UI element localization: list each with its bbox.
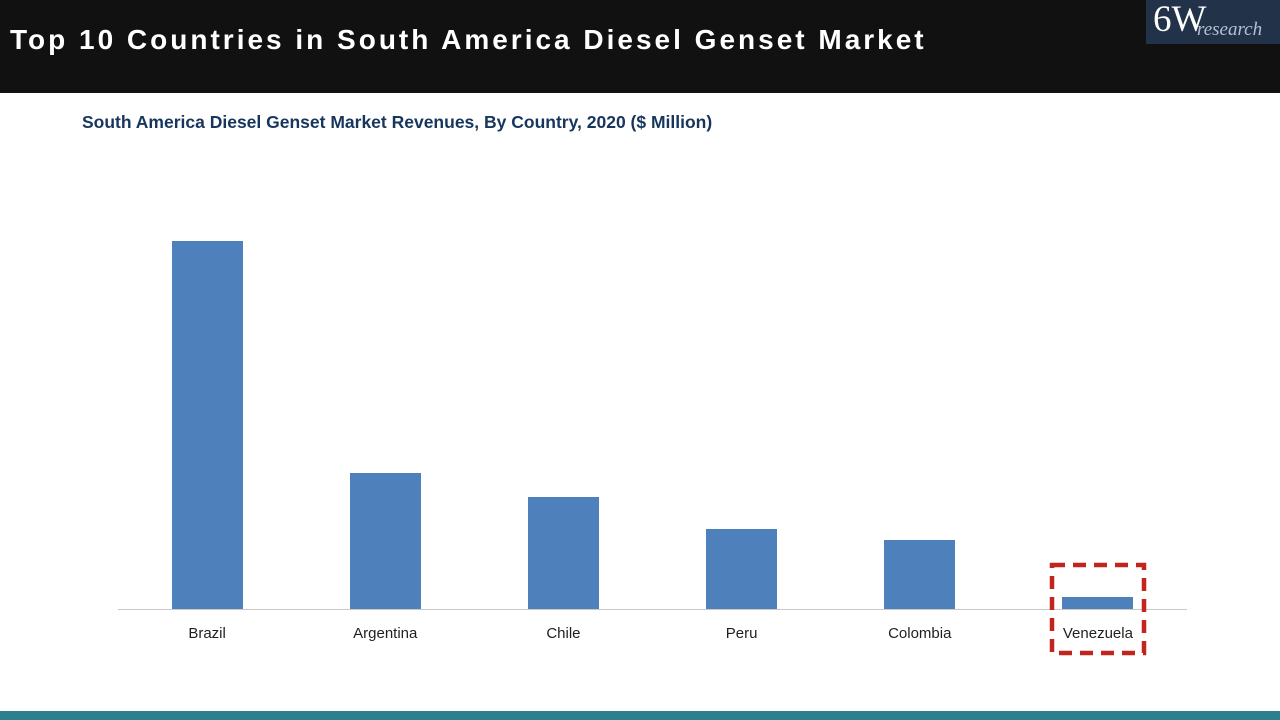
logo-6w-text: 6W	[1153, 0, 1207, 40]
header-bar: Top 10 Countries in South America Diesel…	[0, 0, 1280, 93]
category-label-colombia: Colombia	[888, 625, 952, 642]
category-label-chile: Chile	[546, 625, 581, 642]
logo-research-text: research	[1197, 19, 1263, 40]
bar-chile	[527, 497, 599, 609]
footer-accent-bar	[0, 711, 1280, 720]
category-label-venezuela: Venezuela	[1062, 625, 1133, 642]
category-label-brazil: Brazil	[188, 625, 226, 642]
logo: 6W research	[1146, 0, 1280, 44]
page-title: Top 10 Countries in South America Diesel…	[10, 24, 927, 55]
x-axis-line	[118, 609, 1187, 610]
bar-venezuela	[1062, 597, 1134, 609]
category-label-argentina: Argentina	[353, 625, 418, 642]
category-label-peru: Peru	[725, 625, 758, 642]
chart-title: South America Diesel Genset Market Reven…	[82, 112, 713, 132]
bar-brazil	[171, 241, 243, 609]
venezuela-highlight-box	[1049, 562, 1147, 656]
bar-colombia	[884, 540, 956, 609]
bar-chart: Brazil Argentina Chile Peru Colombia Venezuel…	[118, 209, 1187, 656]
bar-argentina	[349, 473, 421, 609]
bar-peru	[706, 529, 778, 609]
